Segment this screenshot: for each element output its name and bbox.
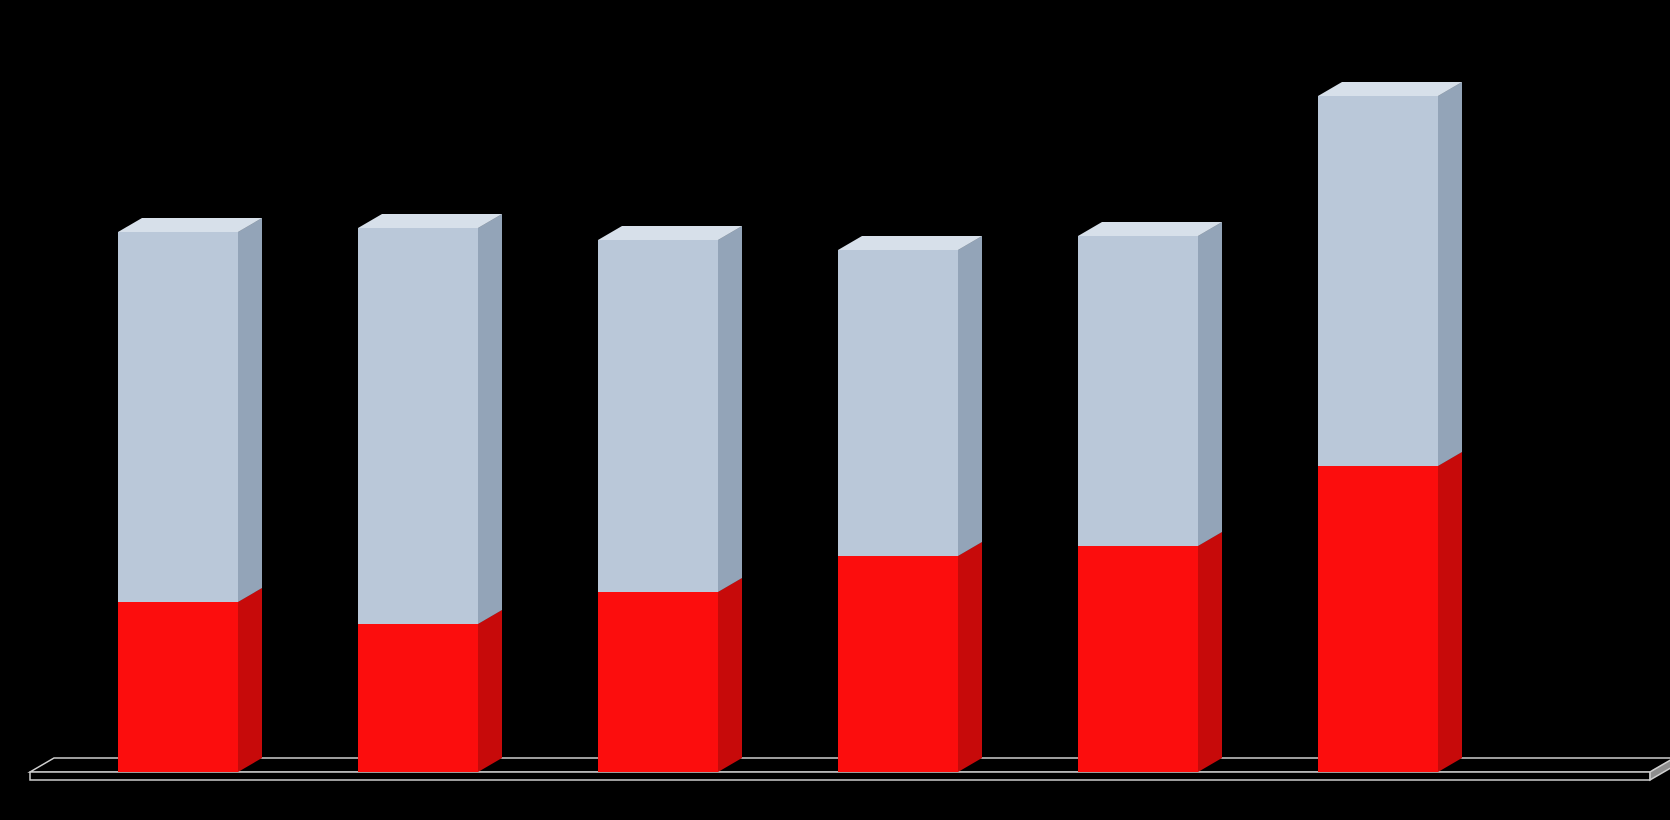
bar-2 bbox=[598, 226, 742, 772]
bar-1-blue-front bbox=[358, 228, 478, 624]
bar-1 bbox=[358, 214, 502, 772]
bar-5-blue-side bbox=[1438, 82, 1462, 466]
bar-2-blue-top bbox=[598, 226, 742, 240]
bar-3-red-front bbox=[838, 556, 958, 772]
bar-3-blue-top bbox=[838, 236, 982, 250]
bar-4-red-side bbox=[1198, 532, 1222, 772]
bar-0 bbox=[118, 218, 262, 772]
bar-5-blue-front bbox=[1318, 96, 1438, 466]
bar-4-red-front bbox=[1078, 546, 1198, 772]
bar-3-red-side bbox=[958, 542, 982, 772]
bar-1-red-side bbox=[478, 610, 502, 772]
bar-2-red-side bbox=[718, 578, 742, 772]
base-front bbox=[30, 772, 1650, 780]
bar-0-red-side bbox=[238, 588, 262, 772]
bar-4-blue-side bbox=[1198, 222, 1222, 546]
bar-1-blue-side bbox=[478, 214, 502, 624]
bar-5-blue-top bbox=[1318, 82, 1462, 96]
bar-1-blue-top bbox=[358, 214, 502, 228]
bar-1-red-front bbox=[358, 624, 478, 772]
bar-4-blue-top bbox=[1078, 222, 1222, 236]
bar-2-red-front bbox=[598, 592, 718, 772]
bar-3-blue-side bbox=[958, 236, 982, 556]
bar-5-red-front bbox=[1318, 466, 1438, 772]
bar-4-blue-front bbox=[1078, 236, 1198, 546]
bar-5-red-side bbox=[1438, 452, 1462, 772]
bar-0-blue-side bbox=[238, 218, 262, 602]
bar-2-blue-side bbox=[718, 226, 742, 592]
bar-2-blue-front bbox=[598, 240, 718, 592]
bar-3-blue-front bbox=[838, 250, 958, 556]
bar-3 bbox=[838, 236, 982, 772]
bar-0-red-front bbox=[118, 602, 238, 772]
bar-0-blue-front bbox=[118, 232, 238, 602]
stacked-bar-3d-chart bbox=[0, 0, 1670, 820]
bar-0-blue-top bbox=[118, 218, 262, 232]
bar-5 bbox=[1318, 82, 1462, 772]
bar-4 bbox=[1078, 222, 1222, 772]
